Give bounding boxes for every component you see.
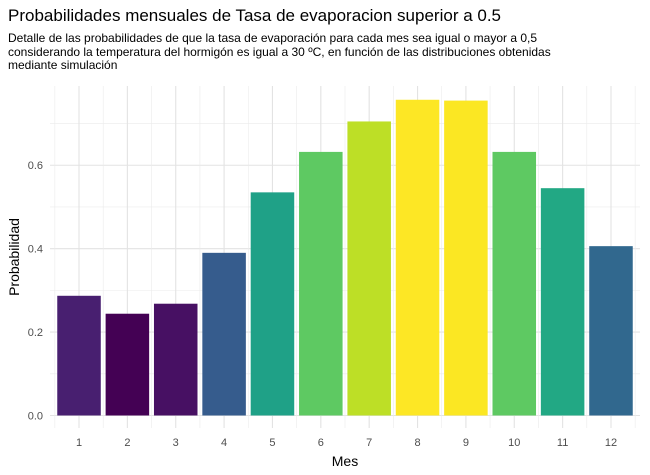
x-axis-label: Mes bbox=[332, 453, 358, 469]
x-tick-label: 4 bbox=[221, 437, 227, 449]
chart-subtitle: Detalle de las probabilidades de que la … bbox=[8, 31, 628, 73]
bar-mes-12 bbox=[589, 246, 633, 416]
chart-title: Probabilidades mensuales de Tasa de evap… bbox=[8, 6, 502, 25]
x-tick-label: 8 bbox=[414, 437, 420, 449]
y-tick-label: 0.2 bbox=[28, 327, 43, 339]
x-tick-label: 1 bbox=[76, 437, 82, 449]
bar-mes-4 bbox=[202, 252, 246, 416]
x-axis: 1 2 3 4 5 6 7 8 9 10 11 12 bbox=[76, 437, 617, 449]
y-axis-label: Probabilidad bbox=[6, 218, 22, 296]
x-tick-label: 12 bbox=[605, 437, 617, 449]
x-tick-label: 6 bbox=[318, 437, 324, 449]
y-axis: 0.0 0.2 0.4 0.6 bbox=[28, 160, 43, 422]
bar-mes-1 bbox=[57, 295, 101, 416]
x-tick-label: 10 bbox=[508, 437, 520, 449]
x-tick-label: 7 bbox=[366, 437, 372, 449]
bar-mes-10 bbox=[492, 151, 537, 416]
y-tick-label: 0.4 bbox=[28, 244, 43, 256]
bar-mes-2 bbox=[105, 313, 150, 416]
bar-mes-11 bbox=[540, 188, 585, 416]
x-tick-label: 3 bbox=[173, 437, 179, 449]
bars bbox=[57, 99, 633, 416]
bar-mes-8 bbox=[395, 99, 440, 416]
x-tick-label: 9 bbox=[463, 437, 469, 449]
bar-mes-6 bbox=[299, 151, 343, 416]
x-tick-label: 11 bbox=[557, 437, 568, 449]
y-tick-label: 0.0 bbox=[28, 410, 43, 422]
y-tick-label: 0.6 bbox=[28, 160, 43, 172]
bar-mes-7 bbox=[347, 121, 391, 416]
subtitle-line-3: mediante simulación bbox=[8, 58, 118, 72]
bar-mes-3 bbox=[153, 303, 198, 416]
bar-mes-9 bbox=[444, 100, 488, 416]
x-tick-label: 5 bbox=[269, 437, 275, 449]
bar-mes-5 bbox=[250, 192, 295, 416]
subtitle-line-1: Detalle de las probabilidades de que la … bbox=[8, 31, 538, 45]
x-tick-label: 2 bbox=[124, 437, 130, 449]
subtitle-line-2: considerando la temperatura del hormigón… bbox=[8, 44, 551, 59]
